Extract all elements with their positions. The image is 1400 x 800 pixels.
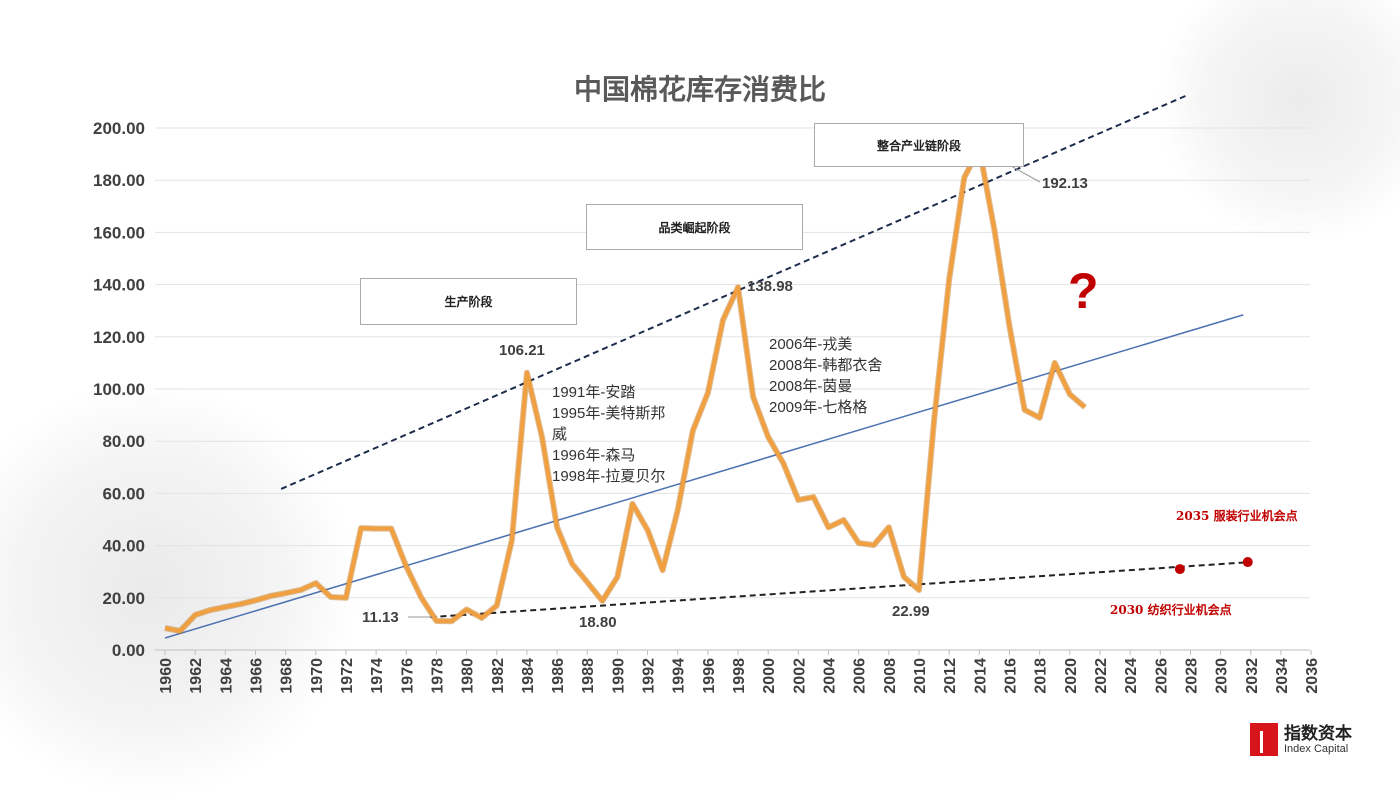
x-tick-label: 2008 — [882, 658, 899, 694]
x-tick-label: 2026 — [1153, 658, 1170, 694]
annotation-line: 威 — [552, 424, 665, 445]
data-label-1989: 18.80 — [579, 614, 617, 631]
x-tick-label: 2036 — [1304, 658, 1321, 694]
x-tick-label: 2010 — [912, 658, 929, 694]
stage-box-category-rise: 品类崛起阶段 — [586, 204, 803, 250]
data-label-2014: 192.13 — [1042, 175, 1088, 192]
x-tick-label: 2016 — [1002, 658, 1019, 694]
x-tick-label: 2014 — [972, 658, 989, 694]
stage-label: 品类崛起阶段 — [658, 219, 730, 236]
y-tick-label: 140.00 — [93, 276, 145, 295]
y-tick-label: 20.00 — [102, 589, 145, 608]
x-tick-label: 2022 — [1093, 658, 1110, 694]
x-tick-label: 1998 — [731, 658, 748, 694]
opportunity-2035-label: 2035 服装行业机会点 — [1176, 507, 1298, 524]
x-tick-label: 1994 — [671, 658, 688, 694]
data-label-1984: 106.21 — [499, 342, 545, 359]
x-tick-label: 1990 — [610, 658, 627, 694]
x-tick-label: 1964 — [218, 658, 235, 694]
x-tick-label: 1978 — [429, 658, 446, 694]
y-tick-label: 120.00 — [93, 328, 145, 347]
y-tick-label: 80.00 — [102, 432, 145, 451]
x-tick-label: 1960 — [158, 658, 175, 694]
y-tick-label: 0.00 — [112, 641, 145, 660]
logo-en-text: Index Capital — [1284, 743, 1352, 755]
y-tick-label: 160.00 — [93, 223, 145, 242]
x-tick-label: 2000 — [761, 658, 778, 694]
data-label-1978: 11.13 — [362, 609, 399, 626]
opportunity-2030-label: 2030 纺织行业机会点 — [1110, 601, 1232, 618]
x-tick-label: 2004 — [822, 658, 839, 694]
annotation-line: 1991年-安踏 — [552, 382, 665, 403]
x-tick-label: 1984 — [520, 658, 537, 694]
annotation-line: 2008年-韩都衣舍 — [769, 355, 882, 376]
y-tick-label: 200.00 — [93, 119, 145, 138]
x-tick-label: 1996 — [701, 658, 718, 694]
annotation-line: 1996年-森马 — [552, 445, 665, 466]
data-label-1998: 138.98 — [747, 278, 793, 295]
x-tick-label: 2024 — [1123, 658, 1140, 694]
x-tick-label: 2002 — [791, 658, 808, 694]
logo-cn-text: 指数资本 — [1284, 725, 1352, 743]
x-tick-label: 1970 — [309, 658, 326, 694]
annotation-line: 2008年-茵曼 — [769, 376, 882, 397]
x-tick-label: 1988 — [580, 658, 597, 694]
question-mark: ? — [1068, 262, 1099, 320]
x-tick-label: 1966 — [248, 658, 265, 694]
x-tick-label: 2034 — [1274, 658, 1291, 694]
y-tick-label: 40.00 — [102, 537, 145, 556]
y-tick-label: 60.00 — [102, 484, 145, 503]
y-tick-label: 100.00 — [93, 380, 145, 399]
x-tick-label: 2020 — [1063, 658, 1080, 694]
x-tick-label: 2012 — [942, 658, 959, 694]
opportunity-marker — [1175, 564, 1185, 574]
brand-annotation-2000s: 2006年-戎美 2008年-韩都衣舍 2008年-茵曼 2009年-七格格 — [769, 334, 882, 418]
chart-title: 中国棉花库存消费比 — [0, 68, 1400, 108]
x-tick-label: 1974 — [369, 658, 386, 694]
stage-label: 生产阶段 — [444, 293, 492, 310]
index-capital-logo: 指数资本 Index Capital — [1250, 723, 1352, 756]
data-label-2010: 22.99 — [892, 603, 930, 620]
x-tick-label: 1986 — [550, 658, 567, 694]
logo-mark-icon — [1250, 723, 1278, 756]
x-tick-label: 2032 — [1244, 658, 1261, 694]
stage-box-integration: 整合产业链阶段 — [814, 123, 1024, 167]
x-tick-label: 1976 — [399, 658, 416, 694]
x-tick-label: 2028 — [1183, 658, 1200, 694]
x-tick-label: 1982 — [490, 658, 507, 694]
x-tick-label: 1962 — [188, 658, 205, 694]
annotation-line: 2006年-戎美 — [769, 334, 882, 355]
y-tick-label: 180.00 — [93, 171, 145, 190]
brand-annotation-1990s: 1991年-安踏 1995年-美特斯邦 威 1996年-森马 1998年-拉夏贝… — [552, 382, 665, 487]
annotation-line: 2009年-七格格 — [769, 397, 882, 418]
x-tick-label: 2030 — [1214, 658, 1231, 694]
stage-label: 整合产业链阶段 — [877, 137, 961, 154]
x-tick-label: 1968 — [279, 658, 296, 694]
x-tick-label: 1972 — [339, 658, 356, 694]
x-tick-label: 1992 — [641, 658, 658, 694]
stage-box-production: 生产阶段 — [360, 278, 577, 325]
x-tick-label: 2018 — [1033, 658, 1050, 694]
annotation-line: 1998年-拉夏贝尔 — [552, 466, 665, 487]
opportunity-marker — [1243, 557, 1253, 567]
x-tick-label: 1980 — [460, 658, 477, 694]
x-tick-label: 2006 — [852, 658, 869, 694]
annotation-line: 1995年-美特斯邦 — [552, 403, 665, 424]
